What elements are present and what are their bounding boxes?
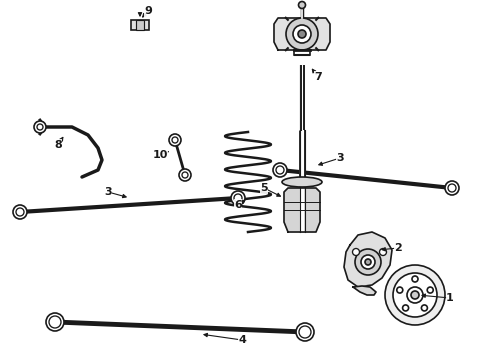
Circle shape <box>352 248 360 256</box>
Text: 1: 1 <box>446 293 454 303</box>
Circle shape <box>276 166 284 174</box>
Circle shape <box>355 249 381 275</box>
Circle shape <box>361 255 375 269</box>
Circle shape <box>448 184 456 192</box>
Text: 7: 7 <box>314 72 322 82</box>
Circle shape <box>298 30 306 38</box>
Circle shape <box>397 287 403 293</box>
Circle shape <box>412 276 418 282</box>
Circle shape <box>172 137 178 143</box>
Circle shape <box>234 194 242 202</box>
Circle shape <box>403 305 409 311</box>
Circle shape <box>296 323 314 341</box>
Circle shape <box>411 291 419 299</box>
Circle shape <box>37 124 43 130</box>
Polygon shape <box>274 18 330 50</box>
Bar <box>131 20 149 30</box>
Circle shape <box>13 205 27 219</box>
Text: 2: 2 <box>394 243 402 253</box>
Text: 9: 9 <box>144 6 152 16</box>
Circle shape <box>365 259 371 265</box>
Circle shape <box>298 1 305 9</box>
Circle shape <box>421 305 427 311</box>
Circle shape <box>385 265 445 325</box>
Circle shape <box>34 121 46 133</box>
Bar <box>136 20 144 30</box>
Circle shape <box>379 248 387 256</box>
Ellipse shape <box>282 177 322 187</box>
Polygon shape <box>344 232 392 287</box>
Text: 3: 3 <box>336 153 344 163</box>
Text: 8: 8 <box>54 140 62 150</box>
Circle shape <box>49 316 61 328</box>
Text: 6: 6 <box>234 200 242 210</box>
Text: 4: 4 <box>238 335 246 345</box>
Circle shape <box>445 181 459 195</box>
Circle shape <box>393 273 437 317</box>
Circle shape <box>16 208 24 216</box>
Circle shape <box>179 169 191 181</box>
Circle shape <box>46 313 64 331</box>
Text: 10: 10 <box>152 150 168 160</box>
Text: 3: 3 <box>104 187 112 197</box>
Circle shape <box>182 172 188 178</box>
Text: 5: 5 <box>260 183 268 193</box>
Circle shape <box>286 18 318 50</box>
Circle shape <box>231 191 245 205</box>
Circle shape <box>299 326 311 338</box>
Polygon shape <box>353 286 376 295</box>
Polygon shape <box>284 188 320 232</box>
Circle shape <box>273 163 287 177</box>
Circle shape <box>427 287 433 293</box>
Circle shape <box>169 134 181 146</box>
Circle shape <box>293 25 311 43</box>
